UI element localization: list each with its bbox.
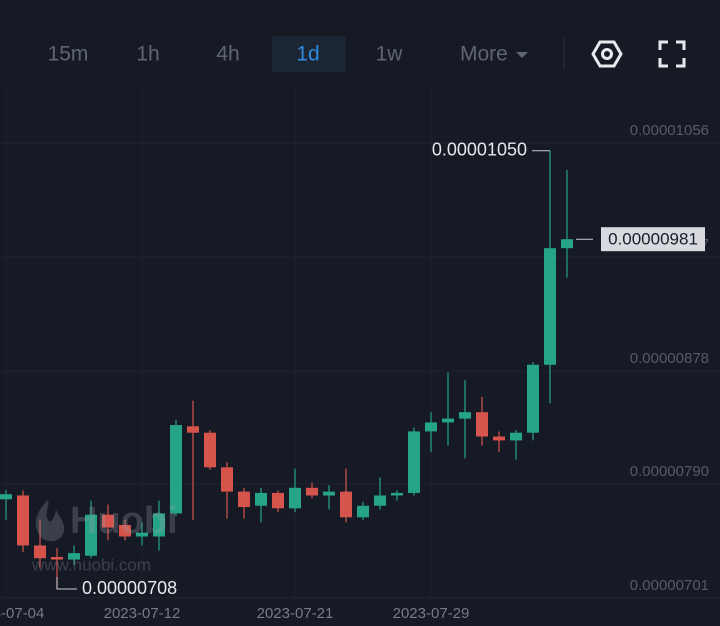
candle-body	[323, 491, 335, 496]
more-caret[interactable]	[516, 52, 528, 58]
candle-body	[357, 505, 369, 518]
selected-interval-bg	[272, 36, 346, 72]
candle-body	[34, 545, 46, 559]
x-tick-label: 2023-07-21	[257, 605, 334, 622]
settings-icon[interactable]	[591, 40, 623, 68]
last-price-tag	[601, 227, 705, 252]
y-tick-label: 0.00001056	[630, 122, 709, 139]
candle-body	[51, 556, 63, 560]
candle-body	[391, 492, 403, 496]
candle-body	[544, 248, 556, 365]
candle-body	[85, 514, 97, 556]
y-tick-label: 0.00000790	[630, 463, 709, 480]
candle-body	[153, 513, 165, 537]
candle-body	[136, 532, 148, 537]
candle-body	[238, 491, 250, 508]
candle-body	[170, 425, 182, 514]
watermark: Huobi www.huobi.com	[31, 500, 178, 574]
x-tick-label: 2023-07-29	[393, 605, 470, 622]
candle-body	[119, 524, 131, 537]
toolbar: 15m 1h 4h 1d 1w More	[48, 36, 686, 72]
candle-body	[459, 412, 471, 419]
watermark-logo	[35, 500, 65, 542]
candle-body	[527, 364, 539, 433]
candle-body	[374, 495, 386, 506]
y-tick-label: 0.00000701	[630, 577, 709, 594]
interval-button[interactable]: 1w	[376, 43, 404, 66]
watermark-url: www.huobi.com	[31, 555, 151, 574]
candle-body	[340, 491, 352, 518]
low-label: 0.00000708	[82, 578, 177, 598]
candle-body	[187, 426, 199, 433]
candle-body	[561, 239, 573, 249]
candle-body	[68, 553, 80, 560]
candle-body	[0, 494, 12, 500]
plot-area	[0, 88, 720, 599]
candle-body	[289, 487, 301, 509]
more-button[interactable]: More	[460, 43, 508, 66]
candle-body	[306, 487, 318, 496]
x-tick-label: 2023-07-12	[104, 605, 181, 622]
candle-body	[425, 422, 437, 432]
interval-button[interactable]: 4h	[216, 43, 239, 66]
candle-body	[510, 432, 522, 441]
watermark-brand: Huobi	[70, 500, 178, 542]
candle-body	[408, 431, 420, 493]
candle-body	[493, 436, 505, 441]
y-tick-label: 0.00000878	[630, 350, 709, 367]
candle-body	[442, 418, 454, 423]
candle-body	[272, 492, 284, 509]
low-pointer	[56, 577, 77, 590]
candle-body	[102, 514, 114, 528]
interval-button[interactable]: 15m	[48, 43, 89, 66]
high-label: 0.00001050	[432, 140, 527, 160]
candle-body	[204, 432, 216, 468]
interval-button[interactable]: 1d	[296, 43, 319, 66]
candle-body	[17, 495, 29, 546]
fullscreen-icon[interactable]	[658, 40, 686, 68]
x-tick-label: 2023-07-04	[0, 605, 44, 622]
candle-body	[476, 412, 488, 437]
candle-body	[255, 492, 267, 506]
interval-button[interactable]: 1h	[136, 43, 159, 66]
candle-body	[221, 467, 233, 492]
last-price-label: 0.00000981	[608, 230, 698, 249]
